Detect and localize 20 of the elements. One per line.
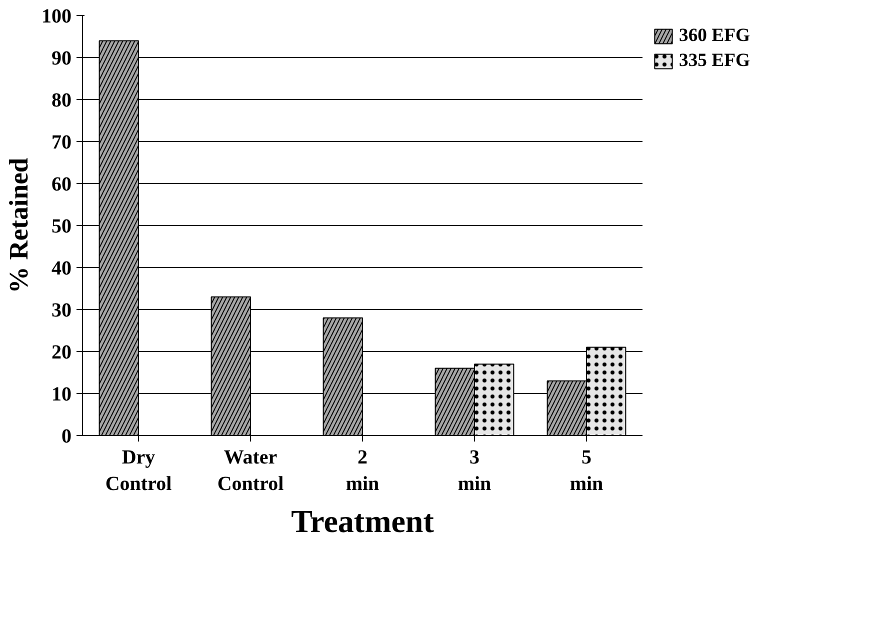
legend-label: 360 EFG <box>679 25 750 47</box>
y-tick-label: 0 <box>62 426 72 448</box>
y-tick-label: 30 <box>52 300 72 322</box>
x-tick-label: 2 min <box>346 446 380 495</box>
x-tick-label: 5 min <box>570 446 604 495</box>
x-tick-label: 3 min <box>458 446 492 495</box>
y-tick-label: 100 <box>42 6 72 28</box>
y-tick-label: 90 <box>52 48 72 70</box>
y-tick-label: 40 <box>52 258 72 280</box>
legend-label: 335 EFG <box>679 50 750 72</box>
y-tick-label: 50 <box>52 216 72 238</box>
x-tick-label: Water Control <box>217 446 284 495</box>
y-tick-label: 60 <box>52 174 72 196</box>
y-tick-label: 70 <box>52 132 72 154</box>
x-axis-title: Treatment <box>291 502 434 539</box>
y-tick-label: 80 <box>52 90 72 112</box>
x-tick-label: Dry Control <box>105 446 172 495</box>
y-tick-label: 20 <box>52 342 72 364</box>
y-axis-title: % Retained <box>4 158 34 294</box>
y-tick-label: 10 <box>52 384 72 406</box>
